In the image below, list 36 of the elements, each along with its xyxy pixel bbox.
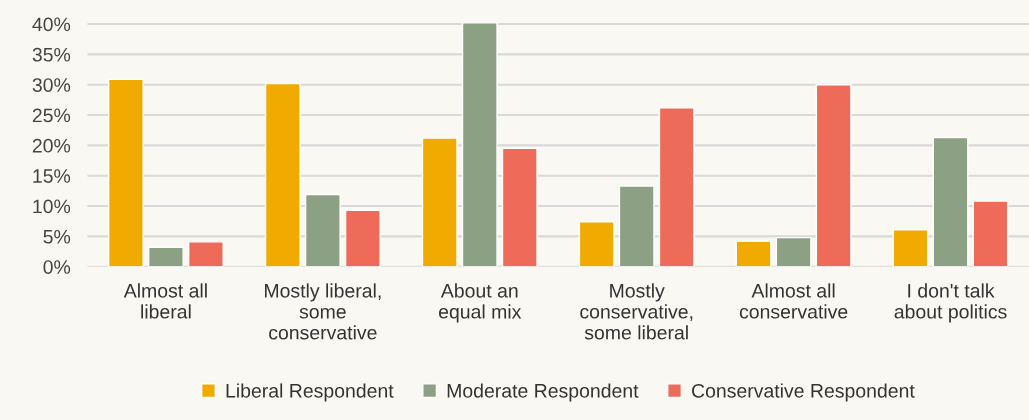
y-tick-label: 25% — [32, 108, 71, 123]
bar — [501, 147, 538, 267]
y-tick-label: 35% — [32, 47, 71, 62]
bar — [815, 84, 852, 267]
y-tick-label: 5% — [43, 229, 71, 244]
bar — [344, 209, 381, 267]
bar — [578, 221, 615, 267]
x-tick-label: About an equal mix — [438, 283, 522, 323]
bar — [735, 240, 772, 267]
x-tick-label: Almost all liberal — [123, 283, 207, 319]
bar — [187, 241, 224, 267]
bar — [892, 228, 929, 267]
legend-label: Moderate Respondent — [447, 383, 639, 402]
bar — [932, 136, 969, 267]
bar — [107, 78, 144, 267]
bar — [775, 236, 812, 267]
x-tick-label: Mostly conservative, some liberal — [580, 283, 693, 340]
x-tick-label: I don't talk about politics — [894, 283, 1007, 323]
bar — [618, 185, 655, 267]
y-tick-label: 0% — [43, 260, 71, 274]
legend-label: Liberal Respondent — [226, 383, 394, 402]
y-tick-label: 20% — [32, 138, 71, 153]
x-tick-label: Mostly liberal, some conservative — [265, 283, 381, 340]
legend-label: Conservative Respondent — [692, 383, 915, 402]
bar — [421, 137, 458, 267]
y-tick-label: 10% — [33, 199, 71, 214]
bar — [264, 82, 301, 267]
bar — [461, 22, 498, 267]
x-tick-label: Almost all conservative — [739, 283, 848, 319]
y-tick-label: 30% — [32, 78, 71, 92]
y-tick-label: 40% — [32, 17, 71, 32]
bar — [304, 193, 341, 267]
bar — [147, 246, 184, 267]
y-tick-label: 15% — [33, 169, 71, 183]
bar — [658, 107, 695, 267]
bar — [972, 200, 1009, 267]
